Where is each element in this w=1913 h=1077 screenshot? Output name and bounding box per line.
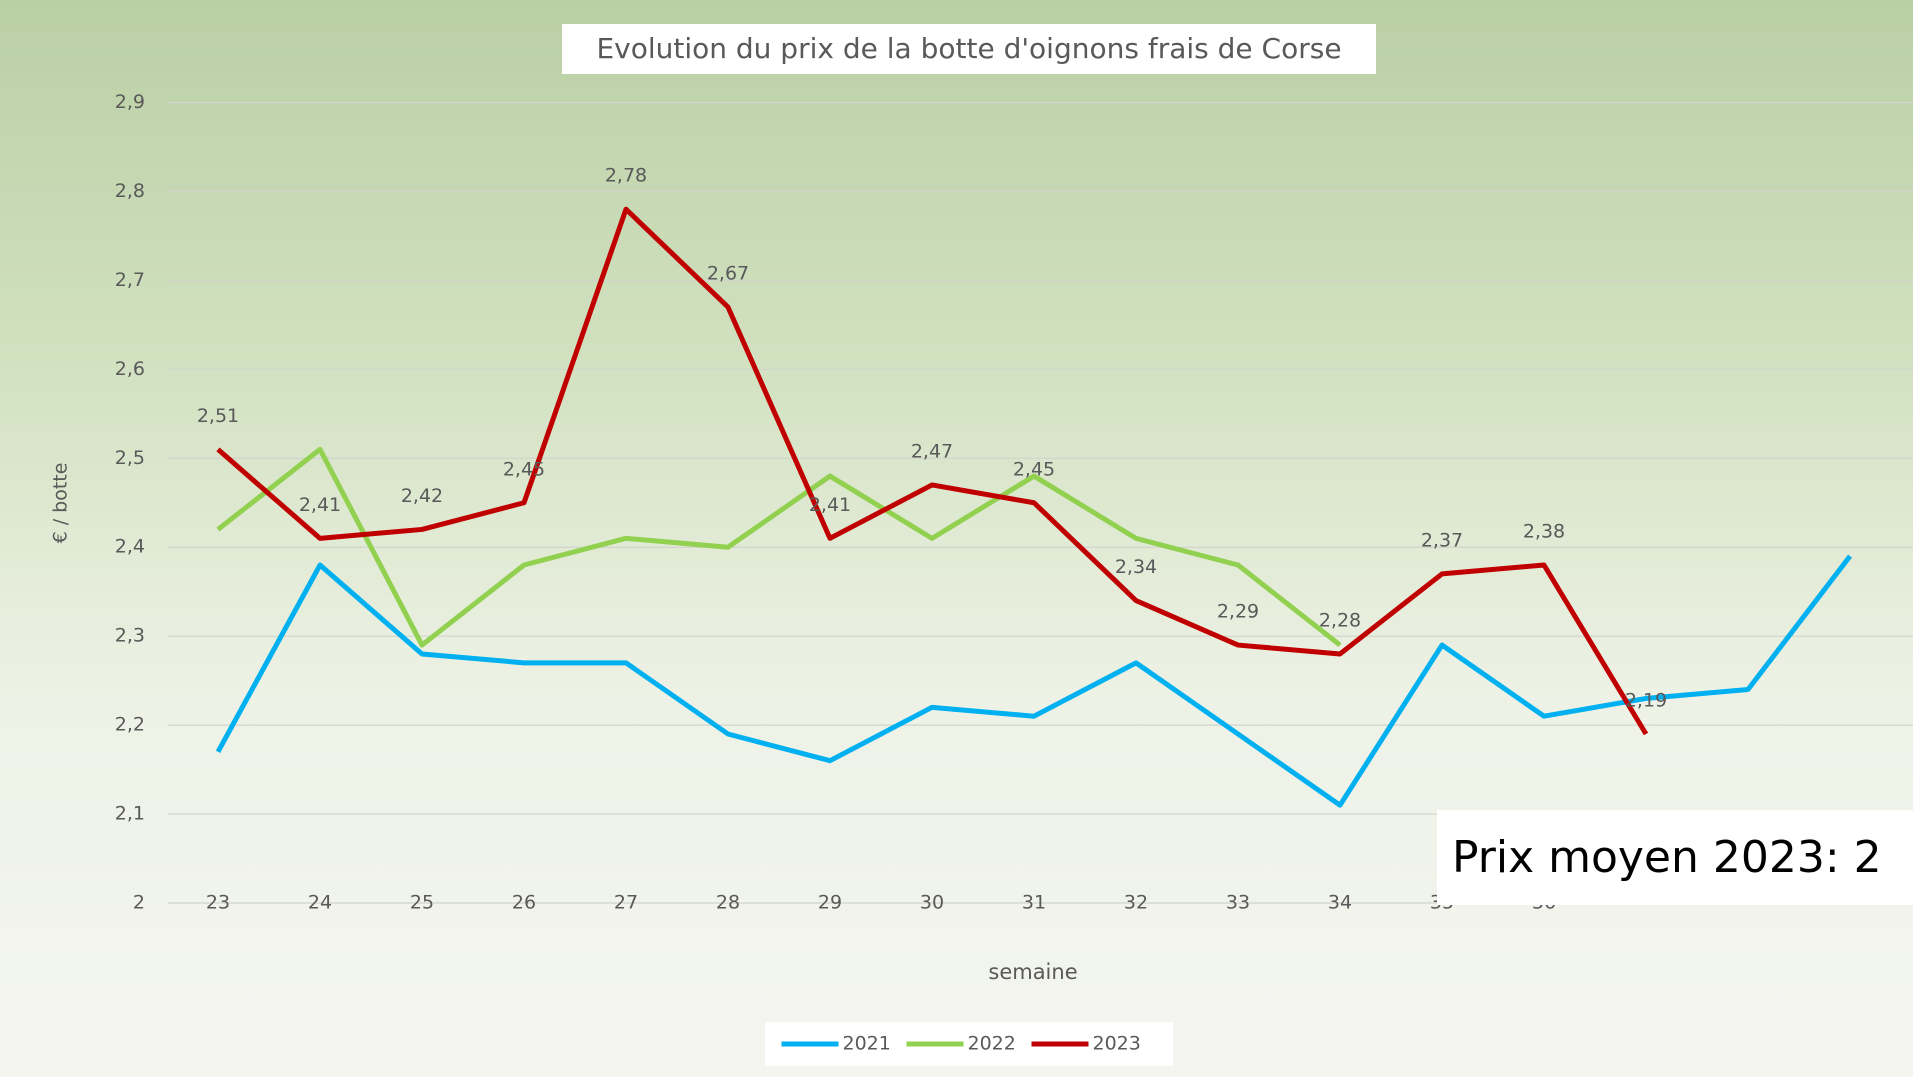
data-label: 2,41 <box>809 494 851 516</box>
data-label: 2,42 <box>401 485 443 507</box>
chart-title: Evolution du prix de la botte d'oignons … <box>596 32 1341 65</box>
x-tick-label: 33 <box>1226 892 1250 914</box>
y-tick-label: 2 <box>133 892 145 914</box>
legend-label: 2021 <box>843 1033 891 1055</box>
annotation: Prix moyen 2023: 2 <box>1452 832 1882 883</box>
data-label: 2,47 <box>911 440 953 462</box>
y-tick-label: 2,7 <box>115 269 145 291</box>
data-label: 2,78 <box>605 165 647 187</box>
x-tick-label: 29 <box>818 892 842 914</box>
data-label: 2,19 <box>1625 690 1667 712</box>
y-tick-label: 2,3 <box>115 625 145 647</box>
y-tick-label: 2,6 <box>115 358 145 380</box>
x-tick-label: 27 <box>614 892 638 914</box>
x-tick-label: 26 <box>512 892 536 914</box>
x-tick-label: 25 <box>410 892 434 914</box>
data-label: 2,67 <box>707 263 749 285</box>
background <box>0 0 1913 1077</box>
chart: Evolution du prix de la botte d'oignons … <box>0 0 1913 1077</box>
data-label: 2,41 <box>299 494 341 516</box>
x-axis-label: semaine <box>988 960 1077 984</box>
x-tick-label: 34 <box>1328 892 1352 914</box>
legend-label: 2022 <box>968 1033 1016 1055</box>
data-label: 2,38 <box>1523 521 1565 543</box>
data-label: 2,51 <box>197 405 239 427</box>
y-tick-label: 2,5 <box>115 447 145 469</box>
y-tick-label: 2,9 <box>115 91 145 113</box>
legend-label: 2023 <box>1093 1033 1141 1055</box>
x-tick-label: 28 <box>716 892 740 914</box>
y-tick-label: 2,1 <box>115 803 145 825</box>
data-label: 2,28 <box>1319 609 1361 631</box>
data-label: 2,45 <box>503 458 545 480</box>
x-tick-label: 24 <box>308 892 332 914</box>
x-tick-label: 31 <box>1022 892 1046 914</box>
y-tick-label: 2,4 <box>115 536 145 558</box>
y-axis-label: € / botte <box>50 463 72 544</box>
x-tick-label: 32 <box>1124 892 1148 914</box>
data-label: 2,37 <box>1421 529 1463 551</box>
y-tick-label: 2,8 <box>115 180 145 202</box>
data-label: 2,45 <box>1013 458 1055 480</box>
y-tick-label: 2,2 <box>115 714 145 736</box>
x-tick-label: 30 <box>920 892 944 914</box>
data-label: 2,34 <box>1115 556 1157 578</box>
page: {"chart_data": {"type": "line", "title":… <box>0 0 1913 1077</box>
x-tick-label: 23 <box>206 892 230 914</box>
data-label: 2,29 <box>1217 601 1259 623</box>
